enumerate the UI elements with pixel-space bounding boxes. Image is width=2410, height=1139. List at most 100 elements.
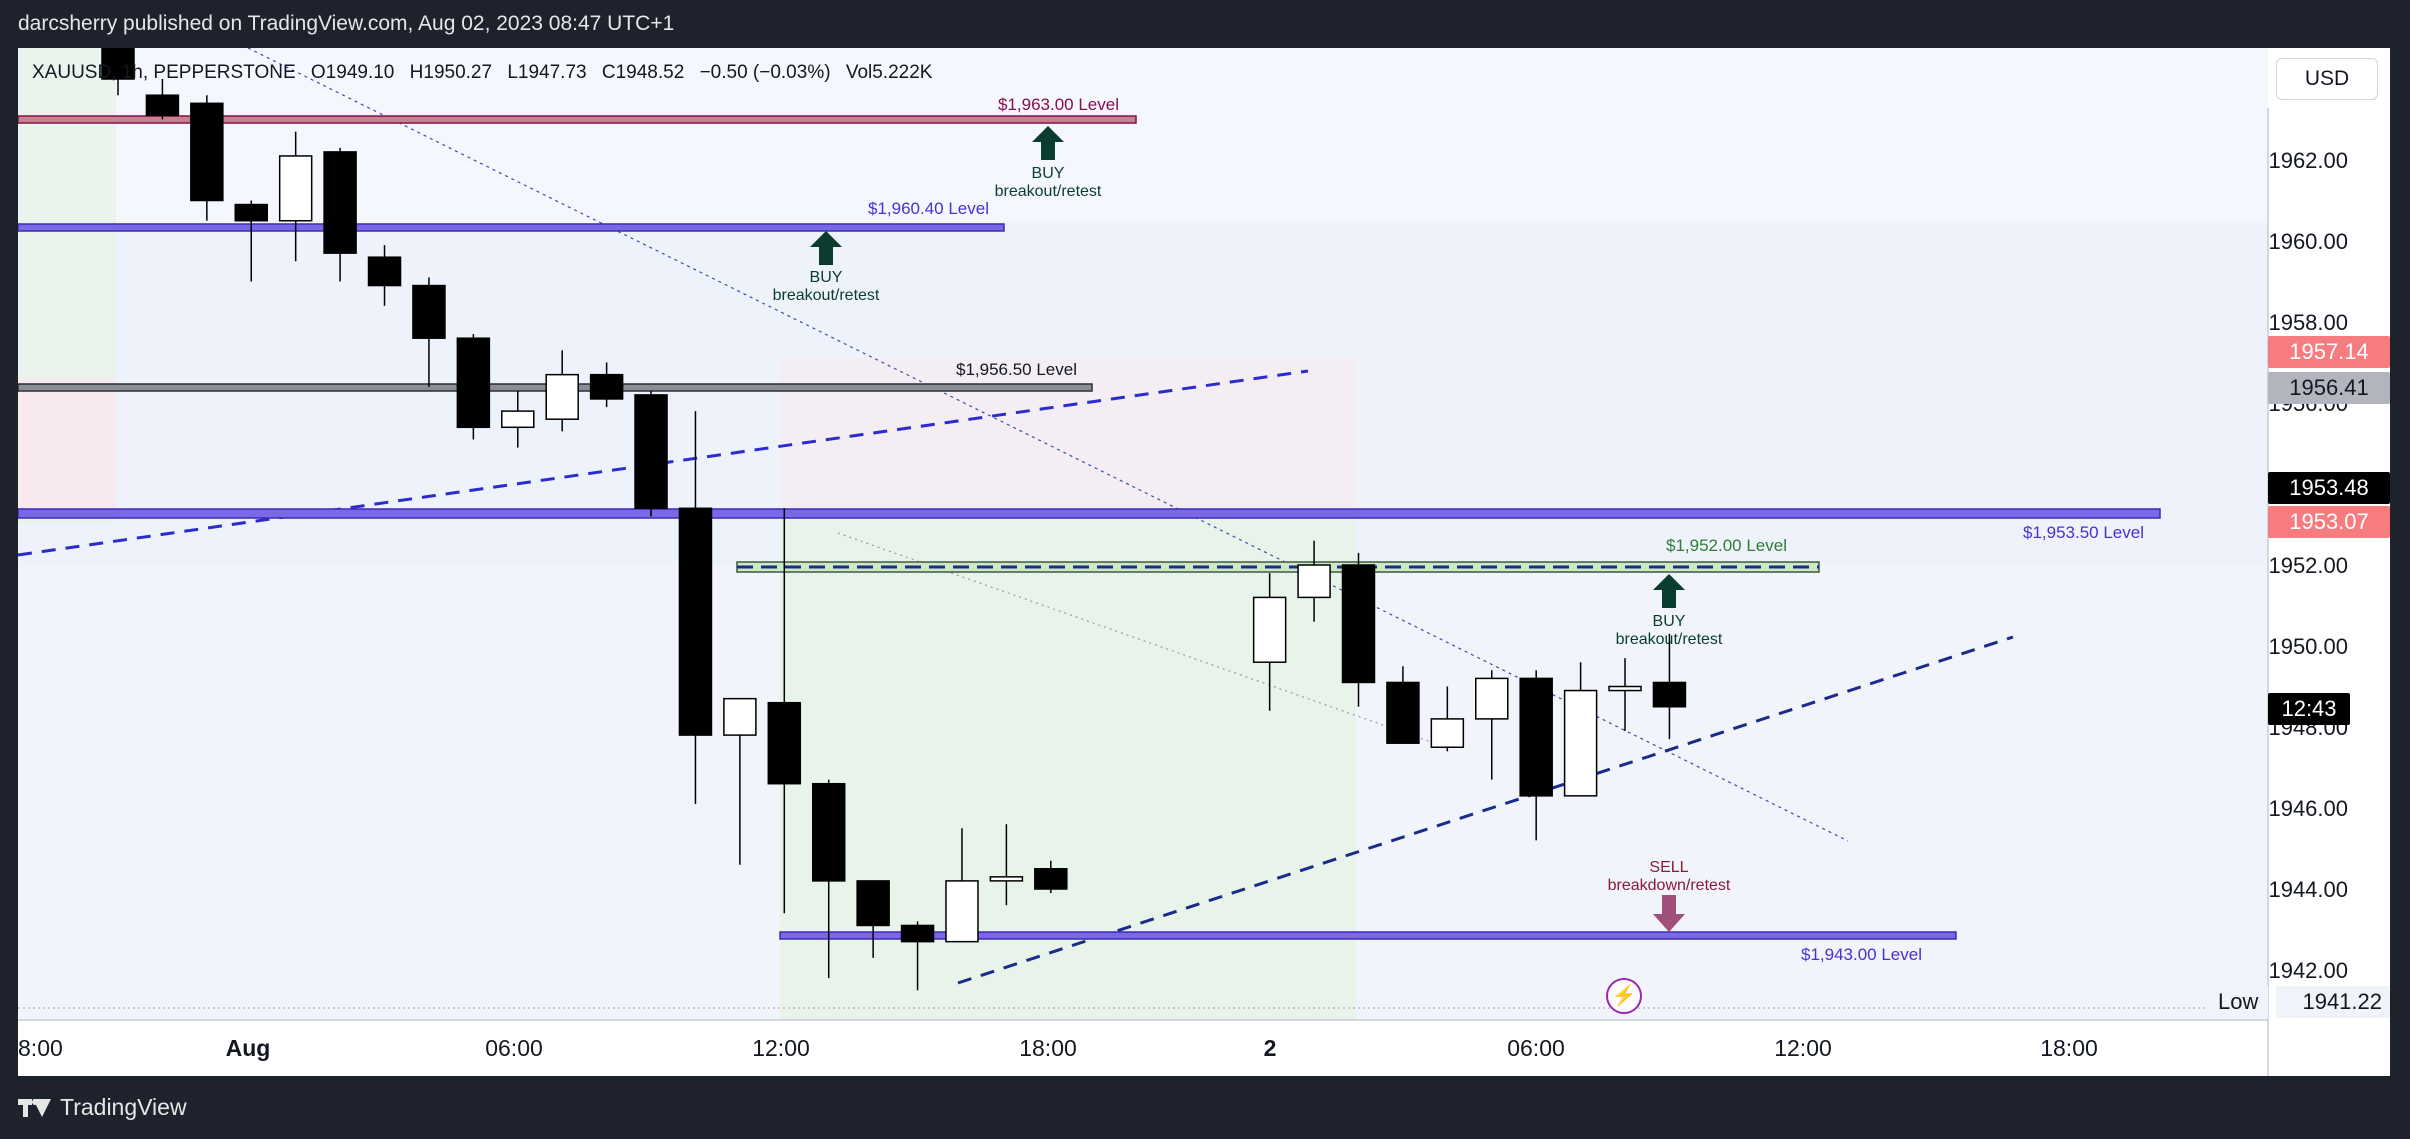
label-1963: $1,963.00 Level (998, 95, 1119, 114)
candle-body-bullish (1297, 564, 1331, 599)
label-1943: $1,943.00 Level (1801, 945, 1922, 964)
publisher-text: darcsherry published on TradingView.com,… (18, 12, 675, 35)
sell-arrow-icon (1653, 895, 1685, 932)
candle-body-bullish (1475, 677, 1509, 720)
candle-body-bullish (501, 410, 535, 429)
buy-sub-2: breakout/retest (773, 287, 880, 304)
zone-upper (18, 48, 2268, 223)
candle-body-bearish (367, 256, 402, 287)
tradingview-brand: TradingView (60, 1094, 187, 1120)
candle-body-bearish (1652, 681, 1687, 708)
candle-body-bearish (456, 337, 491, 429)
publisher-bar: darcsherry published on TradingView.com,… (0, 0, 2410, 48)
legend-open: O1949.10 (310, 62, 395, 83)
legend-high: H1950.27 (409, 62, 493, 83)
buy-sub-1: breakout/retest (995, 183, 1102, 200)
low-marker-label: Low (2208, 986, 2269, 1018)
buy-arrow-1: BUY breakout/retest (995, 126, 1102, 200)
lightning-alert-icon[interactable]: ⚡ (1606, 978, 1642, 1014)
candle-body-bullish (545, 373, 579, 420)
time-tick: 12:00 (752, 1035, 810, 1061)
price-tick: 1944.00 (2268, 877, 2348, 902)
currency-button[interactable]: USD (2276, 58, 2378, 100)
candle-body-bullish (1563, 689, 1598, 797)
candle-body-bullish (945, 880, 979, 943)
buy-label-3: BUY (1653, 613, 1686, 630)
legend-volume: Vol5.222K (845, 62, 933, 83)
label-1960: $1,960.40 Level (868, 199, 989, 218)
legend-low: L1947.73 (507, 62, 587, 83)
candle-body-bearish (589, 373, 624, 400)
chart-canvas[interactable]: $1,963.00 Level $1,960.40 Level $1,956.5… (18, 48, 2390, 1076)
price-label-gray: 1956.41 (2268, 372, 2390, 404)
time-tick: 06:00 (485, 1035, 543, 1061)
legend-symbol[interactable]: XAUUSD, 1h, PEPPERSTONE (32, 62, 296, 83)
sell-label: SELL (1649, 859, 1688, 876)
time-tick: 06:00 (1507, 1035, 1565, 1061)
time-tick: 12:00 (1774, 1035, 1832, 1061)
candle-body-bearish (767, 701, 802, 785)
label-1952: $1,952.00 Level (1666, 536, 1787, 555)
signal-annotations: BUY breakout/retest BUY breakout/retest … (773, 126, 1731, 932)
tradingview-logo[interactable]: TradingView (18, 1094, 187, 1121)
zone-risk (780, 358, 1356, 518)
time-tick: 18:00 (18, 1035, 63, 1061)
candle-body-bearish (634, 394, 668, 510)
candle-body-bullish (723, 697, 757, 736)
level-1963 (18, 115, 1137, 124)
price-tick: 1946.00 (2268, 796, 2348, 821)
candle-body-bearish (190, 102, 224, 202)
candle-body-bearish (1519, 677, 1553, 797)
last-price-label: 1953.48 (2268, 472, 2390, 504)
price-label-red-lower: 1953.07 (2268, 506, 2390, 538)
level-labels: $1,963.00 Level $1,960.40 Level $1,956.5… (868, 95, 2144, 964)
label-1953: $1,953.50 Level (2023, 523, 2144, 542)
price-tick: 1942.00 (2268, 958, 2348, 983)
symbol-legend[interactable]: XAUUSD, 1h, PEPPERSTONE O1949.10 H1950.2… (32, 62, 942, 84)
buy-arrow-1-icon (1032, 126, 1064, 160)
time-tick: Aug (226, 1035, 271, 1061)
candle-body-bearish (856, 880, 890, 927)
time-tick: 18:00 (1019, 1035, 1077, 1061)
chart-area[interactable]: $1,963.00 Level $1,960.40 Level $1,956.5… (18, 48, 2390, 1076)
low-marker-value: 1941.22 (2276, 986, 2390, 1018)
footer-bar (0, 1076, 2410, 1139)
candle-body-bullish (1430, 718, 1465, 749)
time-tick: 2 (1264, 1035, 1277, 1061)
level-1960 (18, 223, 1005, 232)
time-tick: 18:00 (2040, 1035, 2098, 1061)
candle-body-bearish (811, 782, 846, 882)
level-1943 (779, 931, 1957, 940)
candle-body-bearish (101, 48, 135, 80)
price-label-red-upper: 1957.14 (2268, 336, 2390, 368)
price-tick: 1950.00 (2268, 634, 2348, 659)
buy-label-1: BUY (1032, 165, 1065, 182)
candle-body-bearish (1341, 564, 1376, 684)
time-axis-bg (18, 1020, 2268, 1076)
candle-body-bullish (989, 876, 1024, 882)
level-1953 (18, 508, 2161, 519)
zone-left-red (18, 378, 116, 518)
candle-body-bearish (234, 203, 269, 222)
buy-arrow-3-icon (1653, 574, 1685, 608)
legend-change: −0.50 (−0.03%) (699, 62, 831, 83)
sell-sub: breakdown/retest (1608, 877, 1731, 894)
time-axis-ticks: 18:00 Aug 06:00 12:00 18:00 2 06:00 12:0… (18, 1035, 2098, 1061)
candle-body-bearish (1386, 681, 1420, 744)
price-tick: 1958.00 (2268, 310, 2348, 335)
buy-arrow-2-icon (810, 231, 842, 265)
candle-body-bearish (412, 284, 446, 339)
price-axis-bg (2268, 48, 2390, 1076)
candle-body-bullish (1608, 685, 1642, 692)
label-1956: $1,956.50 Level (956, 360, 1077, 379)
buy-arrow-2: BUY breakout/retest (773, 231, 880, 304)
bar-countdown-label: 12:43 (2268, 693, 2350, 725)
buy-label-2: BUY (810, 269, 843, 286)
price-tick: 1952.00 (2268, 553, 2348, 578)
legend-close: C1948.52 (601, 62, 685, 83)
candle-body-bearish (145, 94, 180, 117)
sell-arrow: SELL breakdown/retest (1608, 859, 1731, 932)
candle-body-bearish (678, 507, 713, 736)
price-tick: 1962.00 (2268, 148, 2348, 173)
lower-dashed-trendline (957, 635, 2014, 985)
